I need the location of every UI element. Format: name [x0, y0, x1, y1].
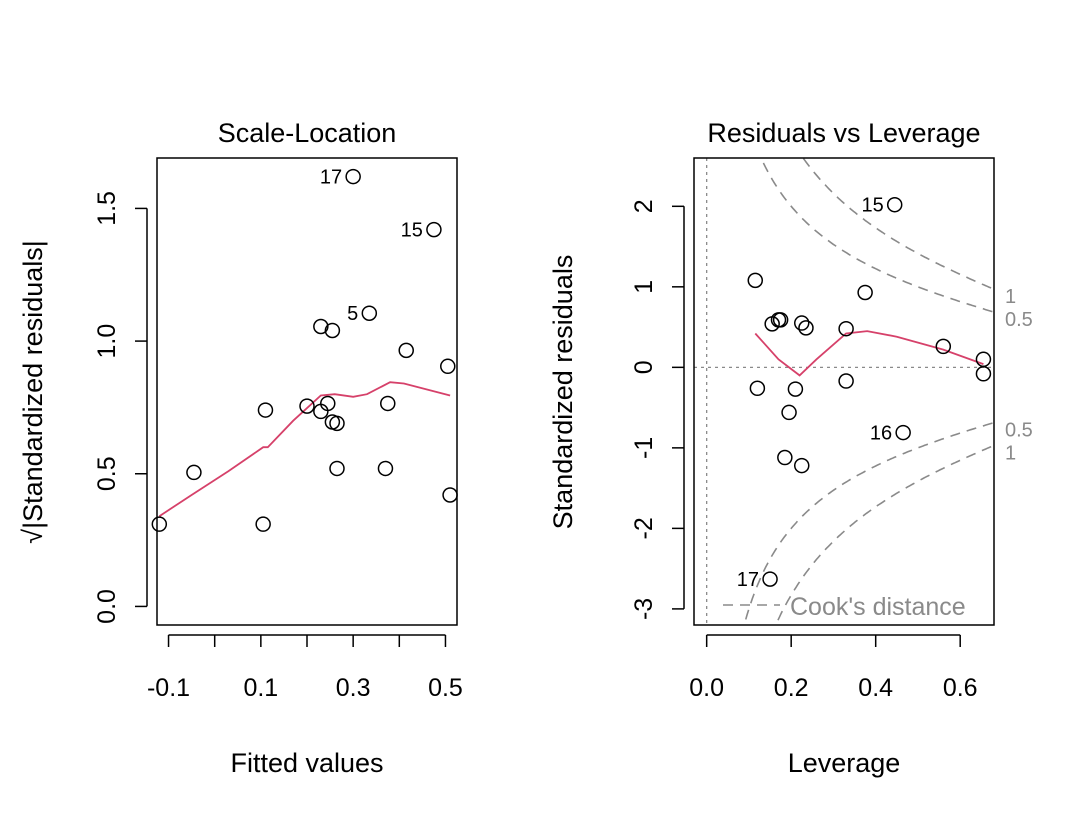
scale-location-y-tick-label: 1.0 — [93, 324, 121, 359]
scale-location-point — [329, 415, 345, 432]
scale-location-point — [186, 464, 202, 481]
scale-location-point — [345, 168, 361, 185]
residuals-leverage-x-tick-label: 0.2 — [774, 674, 809, 702]
cooks-contour-label: 0.5 — [1005, 309, 1033, 331]
scale-location-point — [324, 322, 341, 339]
residuals-leverage-ticks: 0.0 0.2 0.4 0.6 -3 -2 -1 0 1 2 — [630, 199, 978, 702]
scale-location-ticks: -0.1 0.1 0.3 0.5 0.0 0.5 1.0 1.5 — [93, 191, 463, 702]
scale-location-xlabel: Fitted values — [230, 748, 383, 778]
scale-location-point-labels: 17 5 15 — [320, 167, 423, 326]
cooks-distance-contours — [743, 158, 994, 625]
scale-location-point — [361, 305, 378, 321]
scale-location-title: Scale-Location — [218, 118, 397, 148]
scale-location-point — [380, 395, 396, 412]
cooks-contour-label: 1 — [1005, 286, 1016, 308]
residuals-leverage-point — [793, 315, 810, 331]
residuals-leverage-plot-frame — [693, 157, 995, 626]
scale-location-y-tick-label: 0.0 — [93, 589, 121, 624]
residuals-leverage-y-tick-label: -1 — [630, 437, 658, 459]
scale-location-point — [313, 318, 329, 335]
scale-location-points — [151, 168, 458, 532]
scale-location-point — [320, 395, 336, 412]
residuals-leverage-point — [762, 571, 778, 587]
residuals-leverage-point — [838, 373, 854, 389]
residuals-leverage-x-tick-label: 0.4 — [858, 674, 893, 702]
residuals-leverage-point-label: 15 — [861, 195, 883, 217]
scale-location-x-tick-label: 0.1 — [243, 674, 278, 702]
residuals-leverage-points — [747, 196, 992, 587]
scale-location-smoother — [158, 381, 451, 517]
residuals-leverage-point — [975, 351, 992, 368]
scale-location-point — [255, 516, 271, 532]
residuals-leverage-point — [793, 457, 810, 474]
residuals-leverage-y-tick-label: 2 — [630, 199, 658, 213]
scale-location-panel: Scale-Location Fitted values √|Standardi… — [18, 118, 463, 778]
scale-location-point — [440, 358, 456, 375]
residuals-leverage-x-tick-label: 0.6 — [943, 674, 978, 702]
residuals-leverage-title: Residuals vs Leverage — [707, 118, 980, 148]
residuals-leverage-point — [747, 272, 764, 289]
scale-location-point-label: 17 — [320, 167, 342, 189]
scale-location-point — [398, 342, 414, 359]
scale-location-point-label: 15 — [401, 220, 423, 242]
residuals-leverage-smoother — [754, 330, 984, 377]
residuals-leverage-point — [935, 338, 952, 355]
scale-location-y-tick-label: 0.5 — [93, 456, 121, 491]
scale-location-point — [257, 402, 274, 418]
residuals-leverage-point-label: 16 — [870, 423, 892, 445]
residuals-leverage-panel: Residuals vs Leverage Leverage Standardi… — [548, 118, 1033, 778]
residuals-leverage-xlabel: Leverage — [788, 748, 901, 778]
residuals-leverage-point — [772, 312, 789, 328]
scale-location-ylabel: √|Standardized residuals| — [18, 240, 48, 544]
scale-location-x-tick-label: -0.1 — [147, 674, 190, 702]
scale-location-x-tick-label: 0.5 — [428, 674, 463, 702]
residuals-leverage-point — [857, 284, 873, 301]
residuals-leverage-point-label: 17 — [737, 569, 759, 591]
cooks-contour-label: 1 — [1005, 442, 1016, 464]
scale-location-y-tick-label: 1.5 — [93, 191, 121, 226]
cooks-legend-label: Cook's distance — [790, 593, 966, 621]
residuals-leverage-point — [781, 404, 797, 421]
scale-location-point — [151, 516, 168, 532]
residuals-leverage-y-tick-label: -3 — [630, 598, 658, 620]
scale-location-point — [299, 398, 315, 414]
residuals-leverage-point — [787, 381, 804, 397]
residuals-leverage-point — [777, 449, 793, 466]
residuals-leverage-point — [798, 320, 814, 336]
cooks-distance-legend: Cook's distance — [723, 593, 966, 621]
residuals-leverage-point-labels: 17 15 16 — [737, 195, 892, 591]
residuals-leverage-x-tick-label: 0.0 — [689, 674, 724, 702]
residuals-leverage-point — [749, 380, 766, 397]
cooks-distance-labels: 0.50.511 — [1005, 286, 1033, 464]
scale-location-point-label: 5 — [347, 303, 358, 325]
scale-location-point — [442, 487, 458, 503]
residuals-leverage-ylabel: Standardized residuals — [548, 255, 578, 530]
residuals-leverage-reference-lines — [694, 158, 994, 625]
scale-location-point — [377, 460, 394, 477]
scale-location-point — [426, 221, 442, 238]
residuals-leverage-y-tick-label: 1 — [630, 280, 658, 294]
scale-location-point — [329, 460, 345, 477]
residuals-leverage-y-tick-label: -2 — [630, 517, 658, 539]
cooks-contour-upper — [802, 158, 994, 290]
cooks-contour-upper — [760, 158, 994, 313]
residuals-leverage-point — [895, 424, 911, 441]
residuals-leverage-point — [975, 366, 992, 382]
residuals-leverage-point — [838, 320, 854, 337]
residuals-leverage-point — [886, 196, 903, 213]
scale-location-smoother-line — [158, 381, 451, 517]
residuals-leverage-y-tick-label: 0 — [630, 360, 658, 374]
residuals-leverage-smoother-line — [754, 330, 984, 377]
scale-location-point — [324, 414, 341, 430]
cooks-contour-label: 0.5 — [1005, 420, 1033, 442]
cooks-contour-lower — [743, 421, 994, 625]
scale-location-x-tick-label: 0.3 — [336, 674, 371, 702]
scale-location-plot-frame — [156, 157, 458, 626]
